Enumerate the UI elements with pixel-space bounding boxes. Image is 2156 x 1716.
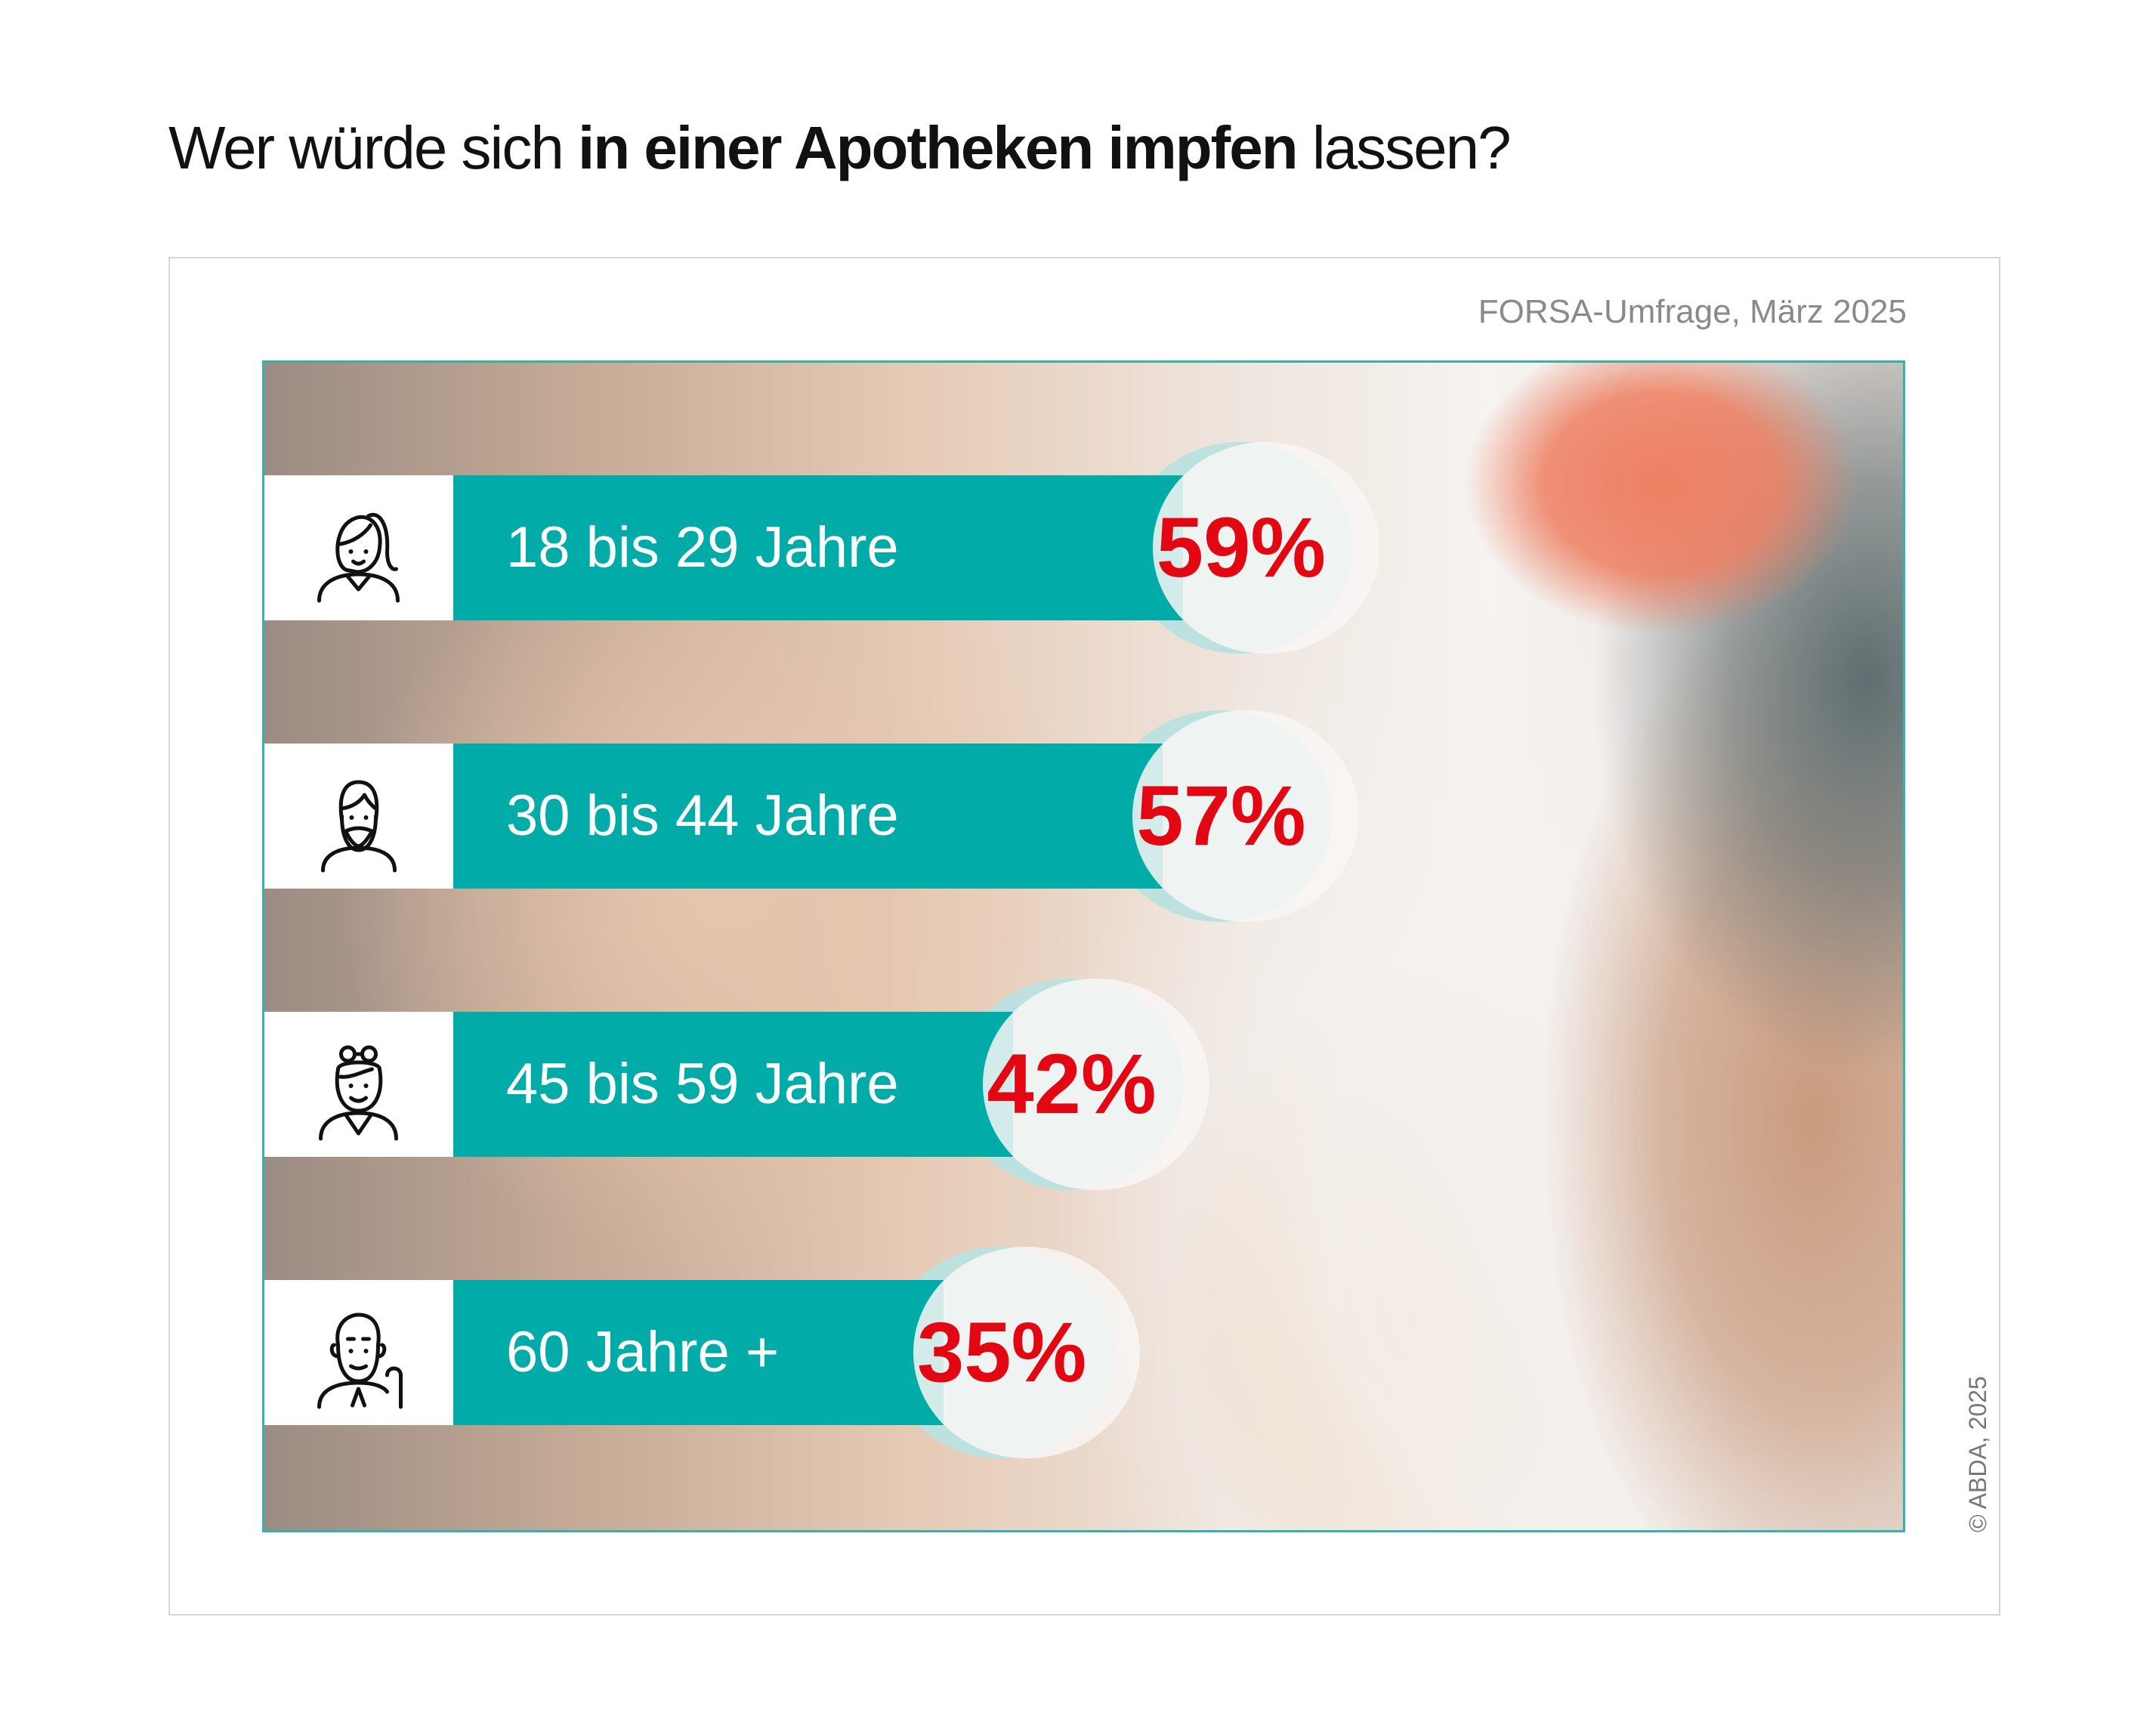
senior-man-cane-icon: [317, 1313, 403, 1409]
bar: [453, 475, 1183, 620]
bar-label: 60 Jahre +: [506, 1320, 780, 1384]
value-bubble: [1152, 442, 1379, 654]
bar-label: 45 bis 59 Jahre: [506, 1052, 899, 1116]
background-photo: 18 bis 29 Jahre 59% 30 bis 44 Jahre 57% …: [262, 360, 1905, 1532]
value-label: 57%: [1136, 768, 1306, 863]
bar: [453, 1012, 1014, 1157]
icon-box: [264, 1280, 453, 1425]
bar: [453, 744, 1163, 889]
young-woman-icon: [317, 512, 400, 603]
value-bubble: [1132, 710, 1360, 922]
bar-label: 18 bis 29 Jahre: [506, 515, 899, 580]
source-note: FORSA-Umfrage, März 2025: [1478, 293, 1907, 330]
icon-box: [264, 1012, 453, 1157]
bar-label: 30 bis 44 Jahre: [506, 784, 899, 848]
title-part: lassen?: [1296, 114, 1512, 181]
value-label: 42%: [987, 1037, 1157, 1131]
title-bold: in einer Apotheken impfen: [578, 114, 1299, 181]
copyright: © ABDA, 2025: [1964, 1376, 1991, 1532]
value-bubble: [983, 979, 1210, 1190]
bearded-man-icon: [321, 780, 397, 873]
icon-box: [264, 744, 453, 889]
title-part: sich: [446, 114, 579, 181]
value-label: 59%: [1156, 500, 1326, 595]
woman-glasses-icon: [319, 1045, 398, 1141]
icon-box: [264, 475, 453, 620]
page-title: Wer würde sich in einer Apotheken impfen…: [168, 113, 1512, 183]
title-part: Wer würde: [168, 114, 447, 181]
value-label: 35%: [917, 1305, 1087, 1399]
bar: [453, 1280, 944, 1425]
value-bubble: [913, 1247, 1140, 1458]
